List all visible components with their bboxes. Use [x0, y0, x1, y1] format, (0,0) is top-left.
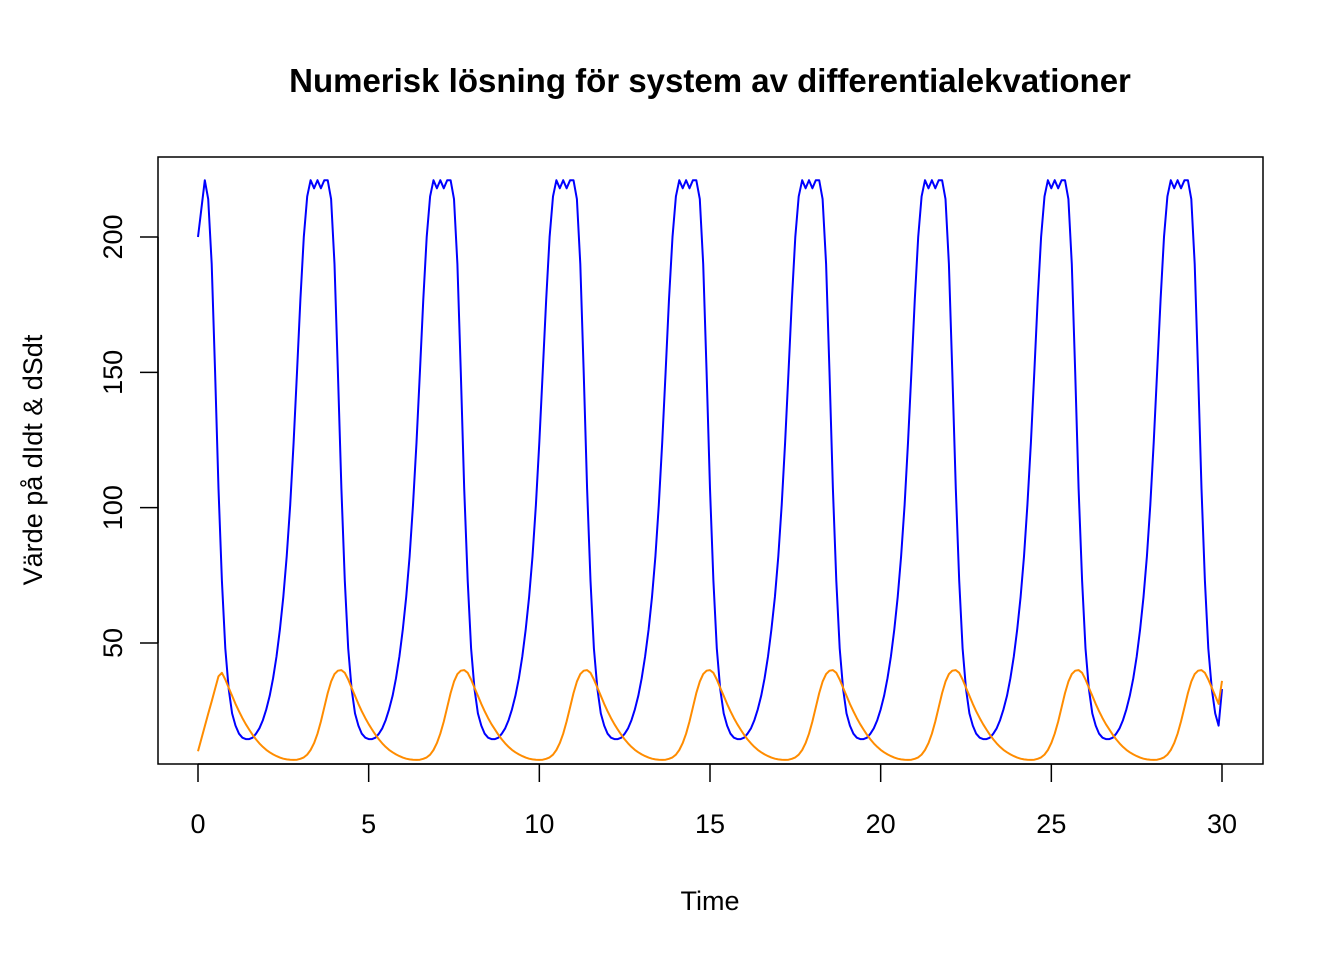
y-tick-label: 100 — [98, 485, 128, 530]
x-tick-label: 10 — [524, 809, 554, 839]
series-line-1 — [197, 179, 1223, 741]
x-tick-label: 30 — [1207, 809, 1237, 839]
plot-area-frame — [157, 156, 1264, 765]
x-axis: 0 5 10 15 20 25 30 — [190, 763, 1237, 839]
x-tick-label: 0 — [190, 809, 205, 839]
series-line-2 — [197, 669, 1223, 761]
y-axis: 50 100 150 200 — [98, 214, 159, 658]
chart-title: Numerisk lösning för system av different… — [289, 62, 1131, 99]
series-layer — [197, 179, 1223, 761]
x-tick-label: 15 — [695, 809, 725, 839]
y-tick-label: 50 — [98, 628, 128, 658]
x-tick-label: 20 — [866, 809, 896, 839]
x-tick-label: 25 — [1036, 809, 1066, 839]
y-tick-label: 150 — [98, 350, 128, 395]
y-tick-label: 200 — [98, 214, 128, 259]
y-axis-label: Värde på dIdt & dSdt — [18, 334, 48, 585]
x-axis-label: Time — [681, 886, 740, 916]
x-tick-label: 5 — [361, 809, 376, 839]
